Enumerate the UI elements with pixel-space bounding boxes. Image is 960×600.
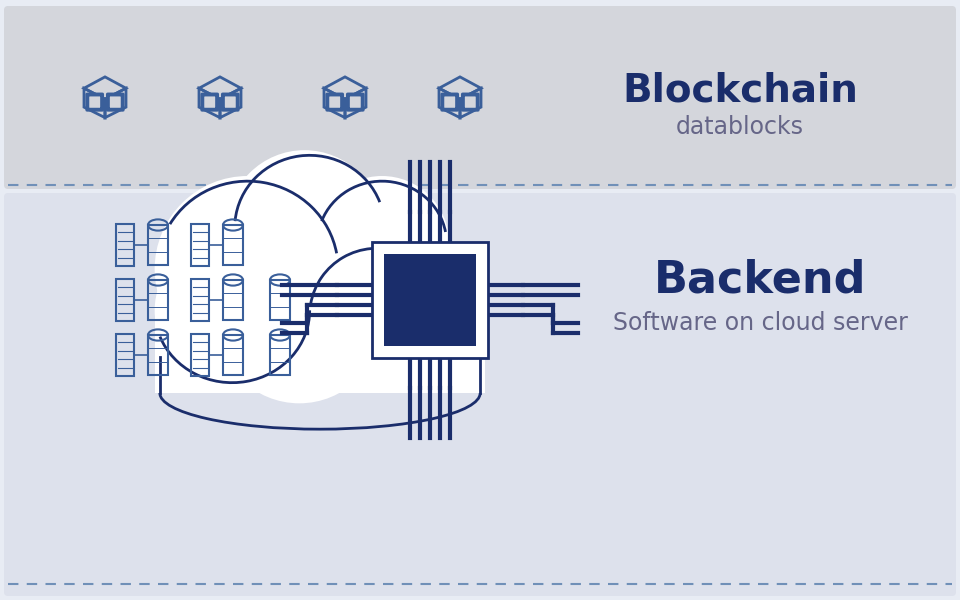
Bar (148, 225, 168, 265)
Bar (191, 224, 209, 266)
Ellipse shape (332, 98, 338, 106)
Bar (372, 242, 488, 358)
Ellipse shape (92, 98, 98, 106)
Circle shape (227, 150, 382, 305)
Text: Blockchain: Blockchain (622, 71, 858, 109)
FancyBboxPatch shape (4, 193, 956, 596)
Circle shape (155, 238, 300, 383)
FancyBboxPatch shape (87, 94, 102, 110)
FancyBboxPatch shape (327, 94, 342, 110)
Bar (223, 335, 243, 375)
Bar (155, 316, 486, 393)
Bar (270, 280, 290, 320)
Bar (270, 335, 290, 375)
Bar (116, 279, 134, 321)
Text: Backend: Backend (654, 259, 866, 301)
Ellipse shape (352, 98, 358, 106)
FancyBboxPatch shape (348, 94, 363, 110)
Bar (223, 225, 243, 265)
Circle shape (304, 248, 439, 383)
Bar (191, 334, 209, 376)
Ellipse shape (446, 98, 453, 106)
FancyBboxPatch shape (203, 94, 217, 110)
Circle shape (217, 238, 382, 403)
Circle shape (315, 176, 449, 310)
Bar (116, 224, 134, 266)
Bar (148, 335, 168, 375)
Ellipse shape (206, 98, 213, 106)
FancyBboxPatch shape (463, 94, 478, 110)
Text: datablocks: datablocks (676, 115, 804, 139)
Ellipse shape (468, 98, 473, 106)
FancyBboxPatch shape (223, 94, 238, 110)
FancyBboxPatch shape (108, 94, 123, 110)
Bar (116, 334, 134, 376)
Text: Software on cloud server: Software on cloud server (612, 311, 907, 335)
Bar (191, 279, 209, 321)
FancyBboxPatch shape (443, 94, 457, 110)
Bar (148, 280, 168, 320)
Ellipse shape (228, 98, 233, 106)
Circle shape (155, 176, 341, 362)
Ellipse shape (112, 98, 118, 106)
Bar (384, 254, 476, 346)
FancyBboxPatch shape (4, 6, 956, 189)
Bar (223, 280, 243, 320)
